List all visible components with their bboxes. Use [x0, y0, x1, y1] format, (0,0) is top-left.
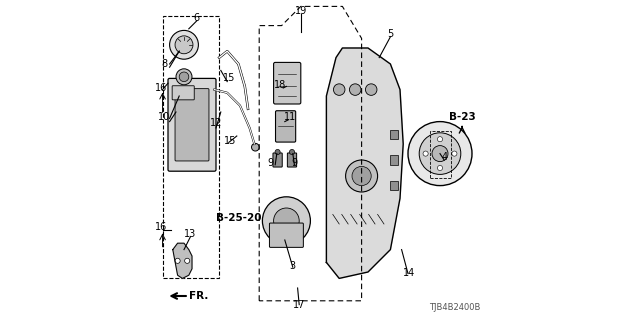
Circle shape [176, 69, 192, 85]
Circle shape [452, 151, 457, 156]
Text: 9: 9 [291, 158, 298, 168]
FancyBboxPatch shape [274, 62, 301, 104]
FancyBboxPatch shape [168, 78, 216, 171]
Circle shape [438, 165, 443, 171]
Text: 12: 12 [210, 118, 222, 128]
FancyBboxPatch shape [175, 89, 209, 161]
Circle shape [175, 258, 180, 263]
Circle shape [252, 143, 259, 151]
Circle shape [408, 122, 472, 186]
Text: FR.: FR. [189, 291, 208, 301]
Text: 4: 4 [442, 152, 448, 162]
Polygon shape [173, 243, 192, 278]
FancyBboxPatch shape [269, 223, 303, 247]
Text: 18: 18 [274, 80, 286, 90]
Circle shape [419, 133, 461, 174]
Circle shape [365, 84, 377, 95]
Circle shape [184, 258, 189, 263]
Text: 15: 15 [224, 136, 237, 146]
Circle shape [179, 72, 189, 82]
Text: TJB4B2400B: TJB4B2400B [429, 303, 480, 312]
FancyBboxPatch shape [287, 153, 297, 167]
FancyBboxPatch shape [275, 111, 296, 142]
Circle shape [352, 166, 371, 186]
Text: 10: 10 [158, 112, 170, 122]
Circle shape [175, 36, 193, 54]
Bar [390, 130, 398, 139]
Text: 3: 3 [290, 261, 296, 271]
Text: 5: 5 [387, 28, 394, 39]
Circle shape [432, 146, 448, 162]
Circle shape [438, 137, 443, 142]
Text: 11: 11 [284, 112, 296, 122]
Circle shape [423, 151, 428, 156]
Text: 9: 9 [268, 158, 273, 168]
Circle shape [346, 160, 378, 192]
Circle shape [170, 30, 198, 59]
FancyBboxPatch shape [172, 86, 195, 100]
Circle shape [275, 149, 280, 155]
Circle shape [333, 84, 345, 95]
Text: 16: 16 [154, 83, 167, 93]
Bar [390, 181, 398, 190]
Circle shape [349, 84, 361, 95]
Text: 6: 6 [194, 12, 200, 23]
Text: 14: 14 [403, 268, 415, 278]
Text: B-23: B-23 [449, 112, 476, 122]
Circle shape [262, 197, 310, 245]
Circle shape [289, 149, 294, 155]
Text: 17: 17 [293, 300, 305, 310]
Bar [390, 155, 398, 165]
Text: 19: 19 [294, 6, 307, 16]
Bar [163, 16, 219, 278]
Bar [430, 131, 451, 178]
Text: 13: 13 [184, 228, 196, 239]
Polygon shape [326, 48, 403, 278]
Text: 15: 15 [223, 73, 235, 84]
Text: 16: 16 [154, 222, 167, 232]
Text: 8: 8 [161, 59, 167, 69]
Text: B-25-20: B-25-20 [216, 212, 261, 223]
Circle shape [274, 208, 300, 234]
FancyBboxPatch shape [273, 153, 282, 167]
